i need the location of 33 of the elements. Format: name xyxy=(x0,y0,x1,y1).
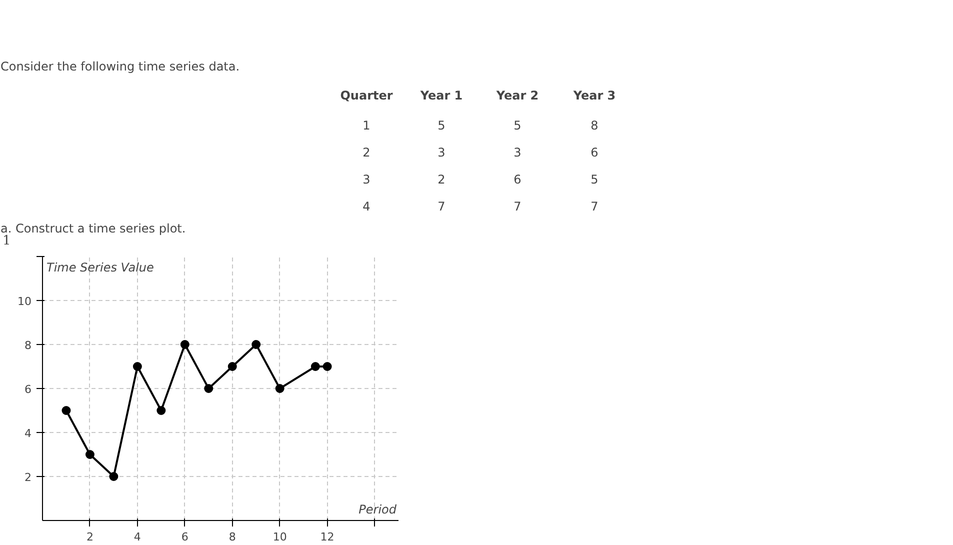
x-tick-label: 4 xyxy=(134,530,141,544)
text: 1 5 5 8 xyxy=(362,118,598,132)
x-tick-label: 12 xyxy=(320,530,334,544)
point xyxy=(132,362,142,371)
point xyxy=(180,340,190,349)
y-tick-label: 6 xyxy=(24,383,32,396)
point xyxy=(275,384,284,393)
text: Quarter Year 1 Year 2 Year 3 xyxy=(340,88,616,102)
y-tick-label: 10 xyxy=(18,295,32,308)
point xyxy=(156,406,166,415)
y-axis-title: Time Series Value xyxy=(46,260,154,274)
point xyxy=(322,362,332,371)
point xyxy=(85,450,94,459)
y-tick-label: 8 xyxy=(24,339,32,352)
point xyxy=(228,362,237,371)
text: 2 3 3 6 xyxy=(362,146,598,160)
x-tick-label: 2 xyxy=(86,530,94,544)
x-tick-label: 10 xyxy=(272,530,287,544)
point xyxy=(109,472,118,481)
text: Consider the following time series data. xyxy=(0,60,240,74)
x-tick-label: 6 xyxy=(181,530,188,544)
point xyxy=(252,340,261,349)
text: a. Construct a time series plot. xyxy=(0,222,186,236)
y-tick-label: 4 xyxy=(24,427,32,440)
y-tick-label: 2 xyxy=(24,471,32,484)
text: 4 7 7 7 xyxy=(362,200,598,214)
x-tick-label: 8 xyxy=(228,530,236,544)
point xyxy=(204,384,214,393)
text: 1 xyxy=(2,234,11,248)
point xyxy=(310,362,320,371)
text: 3 2 6 5 xyxy=(362,172,598,186)
point xyxy=(62,406,71,415)
x-axis-title: Period xyxy=(358,502,397,516)
